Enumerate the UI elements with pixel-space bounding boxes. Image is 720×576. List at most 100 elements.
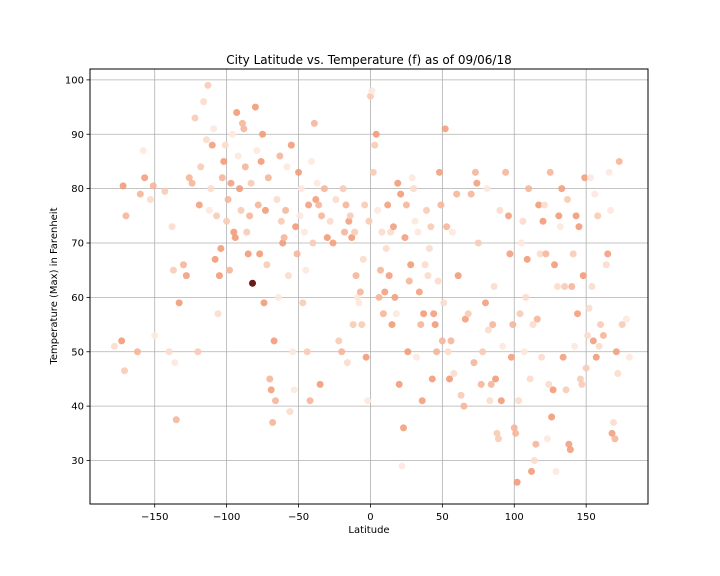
scatter-point xyxy=(502,168,510,176)
scatter-point xyxy=(397,190,405,198)
scatter-point xyxy=(391,293,399,301)
scatter-point xyxy=(424,272,432,280)
scatter-point xyxy=(484,326,492,334)
scatter-point xyxy=(400,424,408,432)
scatter-point xyxy=(576,375,584,383)
scatter-point xyxy=(571,342,579,350)
scatter-point xyxy=(513,478,521,486)
scatter-point xyxy=(529,321,537,329)
scatter-point xyxy=(247,179,255,187)
scatter-point xyxy=(335,337,343,345)
scatter-point xyxy=(171,359,179,367)
scatter-point xyxy=(168,223,176,231)
scatter-point xyxy=(423,206,431,214)
scatter-point xyxy=(348,234,356,242)
scatter-point xyxy=(581,174,589,182)
scatter-point xyxy=(440,299,448,307)
scatter-point xyxy=(595,342,603,350)
scatter-point xyxy=(597,321,605,329)
scatter-point xyxy=(584,331,592,339)
scatter-point xyxy=(241,163,249,171)
scatter-point xyxy=(297,185,305,193)
scatter-point xyxy=(205,206,213,214)
scatter-point xyxy=(410,185,418,193)
scatter-point xyxy=(385,272,393,280)
scatter-point xyxy=(352,272,360,280)
scatter-point xyxy=(179,261,187,269)
x-tick-label: −150 xyxy=(141,512,168,523)
scatter-point xyxy=(175,299,183,307)
scatter-point xyxy=(572,212,580,220)
scatter-point xyxy=(579,272,587,280)
scatter-point xyxy=(558,185,566,193)
scatter-point xyxy=(453,190,461,198)
scatter-point xyxy=(139,147,147,155)
scatter-point xyxy=(530,457,538,464)
scatter-point xyxy=(427,223,435,231)
scatter-point xyxy=(309,239,317,247)
scatter-point xyxy=(539,217,547,225)
scatter-point xyxy=(345,217,353,225)
scatter-point xyxy=(359,255,367,263)
scatter-point xyxy=(202,136,210,144)
scatter-point xyxy=(411,217,419,225)
scatter-point xyxy=(224,196,232,203)
scatter-point xyxy=(533,315,541,323)
scatter-point xyxy=(257,157,265,165)
scatter-point xyxy=(434,277,442,285)
x-tick-label: 50 xyxy=(436,512,449,523)
scatter-point xyxy=(591,190,599,198)
scatter-point xyxy=(215,272,223,280)
scatter-point xyxy=(551,261,559,269)
scatter-point xyxy=(492,375,500,383)
scatter-point xyxy=(195,201,203,209)
scatter-point xyxy=(244,250,252,258)
scatter-point xyxy=(497,397,505,405)
scatter-point xyxy=(594,212,602,220)
scatter-point xyxy=(194,348,202,356)
scatter-point xyxy=(228,130,236,138)
scatter-point xyxy=(546,168,554,176)
scatter-point xyxy=(280,234,288,242)
scatter-point xyxy=(302,266,310,274)
scatter-points xyxy=(110,81,633,486)
plot-frame xyxy=(89,68,649,505)
scatter-point xyxy=(450,370,458,377)
scatter-point xyxy=(430,310,438,318)
scatter-point xyxy=(543,435,551,443)
x-axis-label: Latitude xyxy=(348,525,389,536)
scatter-point xyxy=(197,163,205,171)
scatter-point xyxy=(284,272,292,280)
scatter-point xyxy=(276,152,284,160)
scatter-point xyxy=(310,119,318,127)
scatter-point xyxy=(520,348,528,356)
scatter-point xyxy=(477,380,485,388)
scatter-point xyxy=(548,413,556,421)
y-tick-label: 100 xyxy=(65,75,84,86)
scatter-point xyxy=(266,375,274,383)
scatter-point xyxy=(307,157,315,165)
scatter-point xyxy=(362,353,370,361)
scatter-point xyxy=(149,182,157,190)
scatter-point xyxy=(604,250,612,258)
scatter-point xyxy=(295,168,303,176)
scatter-point xyxy=(261,206,269,214)
scatter-point xyxy=(515,397,523,405)
scatter-point xyxy=(368,87,376,95)
scatter-point xyxy=(387,228,395,236)
scatter-point xyxy=(538,353,546,361)
scatter-point xyxy=(522,293,530,301)
scatter-point xyxy=(274,293,282,301)
scatter-point xyxy=(407,261,415,269)
scatter-point xyxy=(379,310,387,318)
scatter-point xyxy=(536,250,544,258)
scatter-point xyxy=(418,397,426,405)
scatter-point xyxy=(318,212,326,220)
scatter-point xyxy=(490,283,498,290)
scatter-point xyxy=(545,380,553,388)
scatter-point xyxy=(415,288,423,296)
scatter-point xyxy=(263,261,271,269)
scatter-point xyxy=(435,168,443,176)
